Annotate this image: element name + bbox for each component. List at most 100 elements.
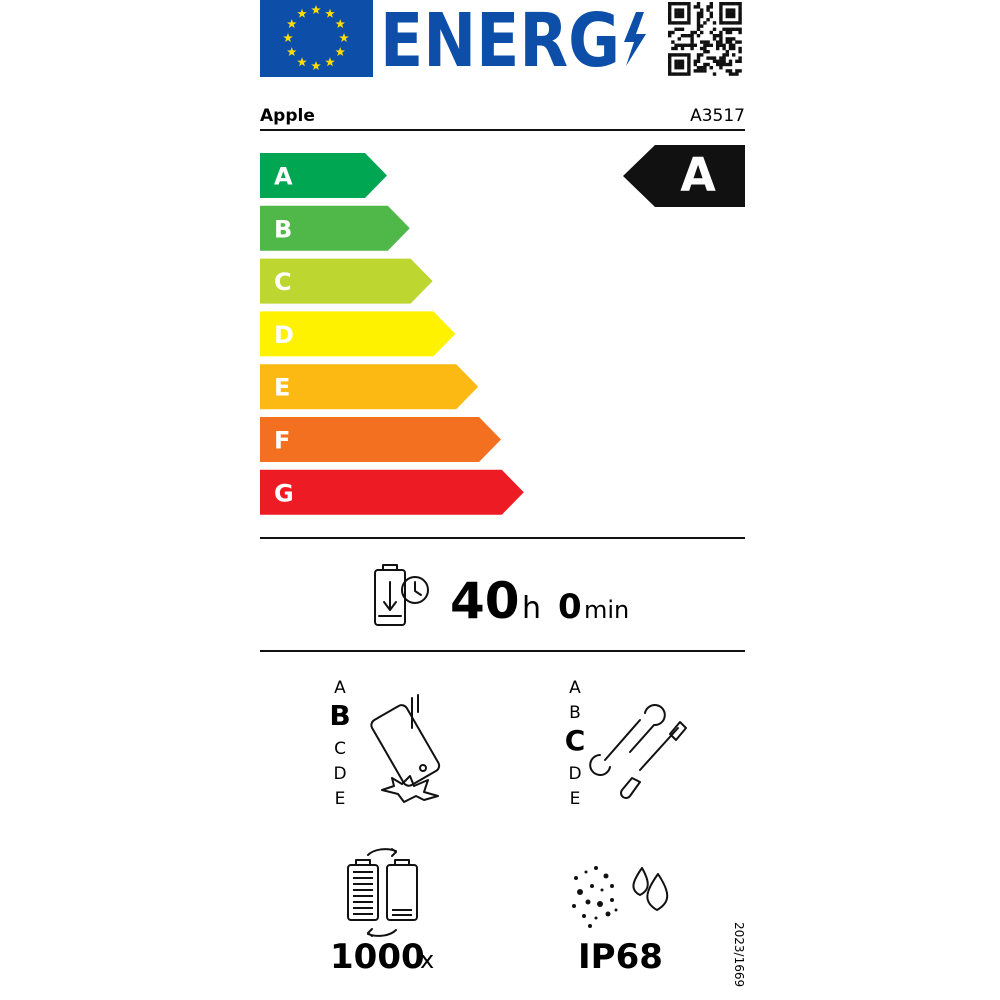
qr-module bbox=[696, 66, 701, 70]
qr-module bbox=[668, 59, 672, 63]
qr-module bbox=[700, 24, 704, 28]
selected-class: B bbox=[329, 699, 350, 732]
dust-particle bbox=[614, 908, 618, 912]
qr-module bbox=[693, 69, 697, 73]
qr-module bbox=[732, 11, 736, 15]
qr-module bbox=[668, 8, 672, 12]
qr-module bbox=[719, 30, 723, 35]
dust-particle bbox=[582, 914, 586, 918]
ip-rating: IP68 bbox=[578, 937, 663, 977]
qr-module bbox=[677, 21, 681, 25]
qr-module bbox=[738, 8, 742, 12]
qr-module bbox=[674, 53, 678, 57]
qr-module bbox=[687, 69, 691, 73]
qr-module bbox=[716, 40, 720, 44]
qr-module bbox=[738, 5, 742, 9]
qr-module bbox=[706, 50, 710, 54]
qr-module bbox=[693, 62, 697, 67]
qr-module bbox=[687, 8, 691, 12]
class-letter: B bbox=[569, 703, 581, 723]
supplier: Apple bbox=[260, 106, 315, 126]
qr-module bbox=[719, 43, 723, 47]
qr-module bbox=[722, 46, 726, 51]
qr-module bbox=[696, 14, 701, 19]
qr-module bbox=[677, 59, 681, 63]
qr-module bbox=[668, 18, 672, 22]
eu-star bbox=[325, 57, 335, 67]
eu-star bbox=[287, 19, 297, 28]
qr-module bbox=[693, 43, 697, 47]
class-letter: A bbox=[334, 678, 346, 698]
endurance-hours-unit: h bbox=[522, 591, 541, 626]
qr-module bbox=[735, 69, 739, 73]
qr-module bbox=[712, 21, 717, 25]
qr-module bbox=[732, 21, 736, 25]
qr-module bbox=[725, 27, 729, 31]
qr-module bbox=[668, 34, 672, 38]
qr-module bbox=[728, 30, 733, 35]
rating-arrow bbox=[623, 145, 745, 207]
class-letter: A bbox=[569, 678, 581, 698]
qr-module bbox=[671, 53, 675, 57]
water-icon bbox=[632, 867, 669, 911]
qr-module bbox=[674, 43, 678, 47]
qr-module bbox=[687, 59, 691, 63]
qr-module bbox=[690, 40, 694, 44]
qr-module bbox=[696, 69, 701, 73]
dust-particle bbox=[600, 888, 604, 892]
qr-module bbox=[684, 43, 688, 47]
qr-module bbox=[703, 66, 707, 70]
qr-module bbox=[712, 34, 717, 38]
qr-module bbox=[696, 2, 701, 6]
qr-module bbox=[690, 34, 694, 38]
qr-module bbox=[728, 37, 733, 41]
energy-class-letter: C bbox=[274, 268, 292, 296]
qr-module bbox=[684, 34, 688, 38]
eu-star bbox=[297, 57, 307, 67]
energy-class-bar bbox=[260, 469, 524, 515]
qr-module bbox=[712, 27, 717, 31]
qr-module bbox=[668, 11, 672, 15]
qr-module bbox=[677, 2, 681, 6]
energy-class-bar bbox=[260, 311, 456, 357]
qr-module bbox=[706, 62, 710, 67]
energy-class-letter: F bbox=[274, 427, 290, 455]
qr-module bbox=[732, 14, 736, 19]
battery-cycles-unit: x bbox=[420, 946, 434, 974]
qr-module bbox=[732, 53, 736, 57]
qr-module bbox=[719, 34, 723, 38]
eu-star bbox=[335, 19, 345, 28]
dust-icon bbox=[572, 866, 618, 928]
qr-module bbox=[696, 5, 701, 9]
dust-particle bbox=[594, 916, 598, 920]
qr-module bbox=[674, 46, 678, 51]
qr-module bbox=[680, 46, 685, 51]
qr-module bbox=[732, 43, 736, 47]
eu-stars bbox=[283, 5, 349, 70]
qr-module bbox=[668, 5, 672, 9]
qr-module bbox=[671, 2, 675, 6]
dust-particle bbox=[574, 876, 578, 880]
qr-module bbox=[725, 8, 729, 12]
qr-module bbox=[680, 11, 685, 15]
model: A3517 bbox=[690, 106, 745, 126]
qr-module bbox=[671, 30, 675, 35]
qr-module bbox=[690, 43, 694, 47]
qr-module bbox=[703, 21, 707, 25]
qr-module bbox=[728, 43, 733, 47]
qr-module bbox=[728, 72, 733, 76]
qr-module bbox=[725, 40, 729, 44]
qr-module bbox=[719, 59, 723, 63]
qr-module bbox=[687, 34, 691, 38]
qr-module bbox=[709, 30, 713, 35]
qr-module bbox=[728, 27, 733, 31]
qr-module bbox=[674, 59, 678, 63]
qr-module bbox=[725, 14, 729, 19]
qr-module bbox=[700, 40, 704, 44]
dust-particle bbox=[605, 911, 611, 917]
eu-star bbox=[339, 33, 349, 42]
qr-module bbox=[687, 21, 691, 25]
